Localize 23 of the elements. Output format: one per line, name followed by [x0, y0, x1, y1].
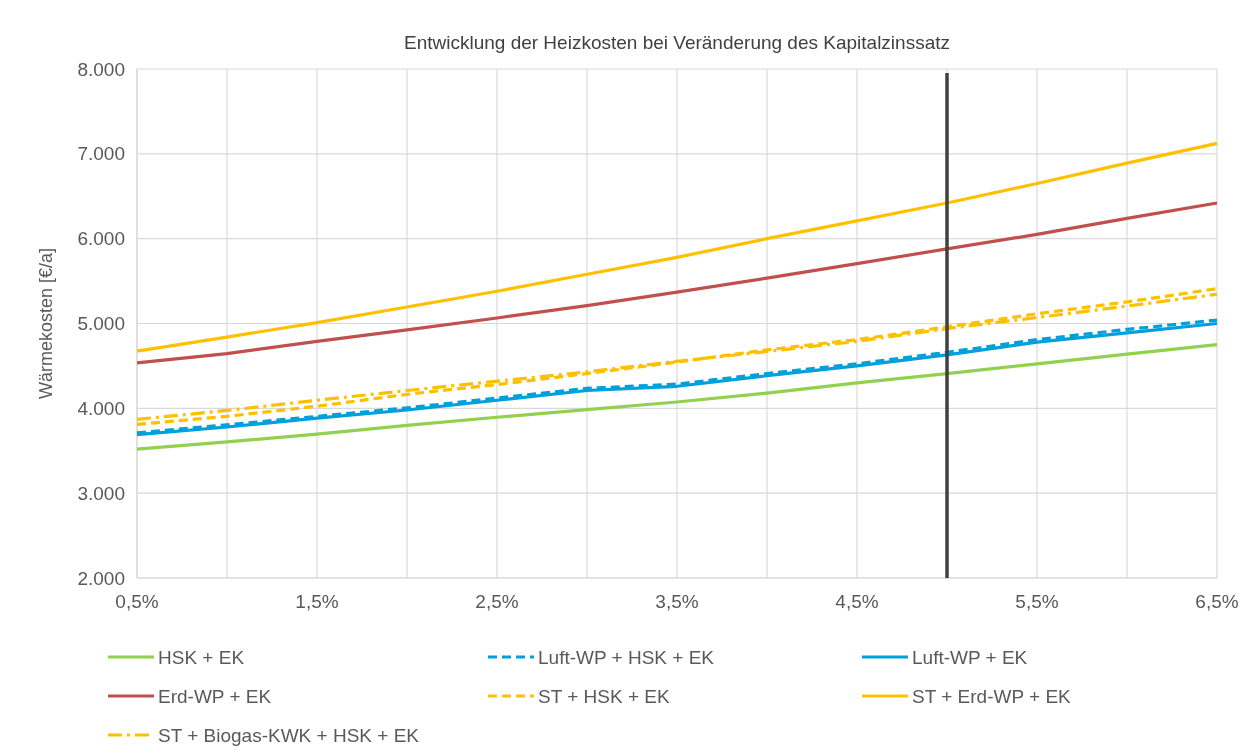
x-tick-label: 2,5% [475, 591, 519, 612]
legend-label: HSK + EK [158, 646, 245, 668]
legend-label: ST + Erd-WP + EK [912, 685, 1072, 707]
legend-label: Luft-WP + EK [912, 646, 1028, 668]
y-tick-label: 8.000 [77, 58, 125, 80]
legend-label: Erd-WP + EK [158, 685, 272, 707]
x-tick-label: 0,5% [115, 591, 159, 612]
y-tick-label: 3.000 [77, 482, 125, 504]
legend-label: ST + Biogas-KWK + HSK + EK [158, 724, 420, 746]
y-tick-label: 6.000 [77, 228, 125, 250]
x-tick-label: 1,5% [295, 591, 339, 612]
y-tick-label: 2.000 [77, 567, 125, 589]
y-tick-label: 5.000 [77, 313, 125, 335]
y-tick-label: 7.000 [77, 143, 125, 165]
legend-label: ST + HSK + EK [538, 685, 670, 707]
y-axis-title: Wärmekosten [€/a] [36, 247, 56, 400]
legend-label: Luft-WP + HSK + EK [538, 646, 715, 668]
x-tick-label: 5,5% [1015, 591, 1059, 612]
y-tick-label: 4.000 [77, 397, 125, 419]
chart-title: Entwicklung der Heizkosten bei Veränderung des Kapitalzinssatz [403, 32, 951, 53]
x-tick-label: 6,5% [1195, 591, 1239, 612]
x-tick-label: 3,5% [655, 591, 699, 612]
x-tick-label: 4,5% [835, 591, 879, 612]
